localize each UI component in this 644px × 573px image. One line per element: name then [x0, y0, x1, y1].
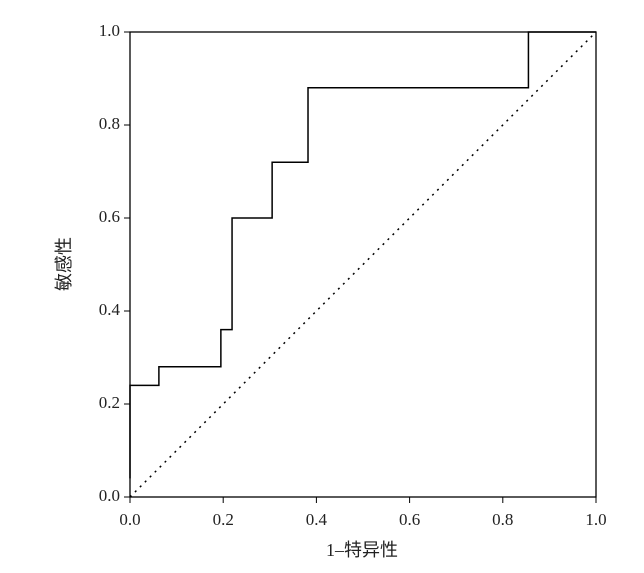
y-tick-label: 0.0 [99, 486, 120, 505]
y-axis-title: 敏感性 [54, 237, 74, 291]
x-tick-label: 0.4 [306, 510, 328, 529]
x-axis-title: 1–特异性 [326, 540, 398, 560]
y-tick-label: 0.6 [99, 207, 120, 226]
x-tick-label: 0.0 [119, 510, 140, 529]
x-tick-label: 0.8 [492, 510, 513, 529]
y-tick-label: 0.8 [99, 114, 120, 133]
x-tick-label: 0.6 [399, 510, 420, 529]
x-tick-label: 1.0 [585, 510, 606, 529]
reference-line [129, 31, 597, 498]
y-tick-label: 0.2 [99, 393, 120, 412]
y-tick-label: 1.0 [99, 21, 120, 40]
roc-curve [129, 31, 596, 479]
plot-frame [129, 31, 597, 498]
y-tick-label: 0.4 [99, 300, 121, 319]
x-tick-label: 0.2 [213, 510, 234, 529]
